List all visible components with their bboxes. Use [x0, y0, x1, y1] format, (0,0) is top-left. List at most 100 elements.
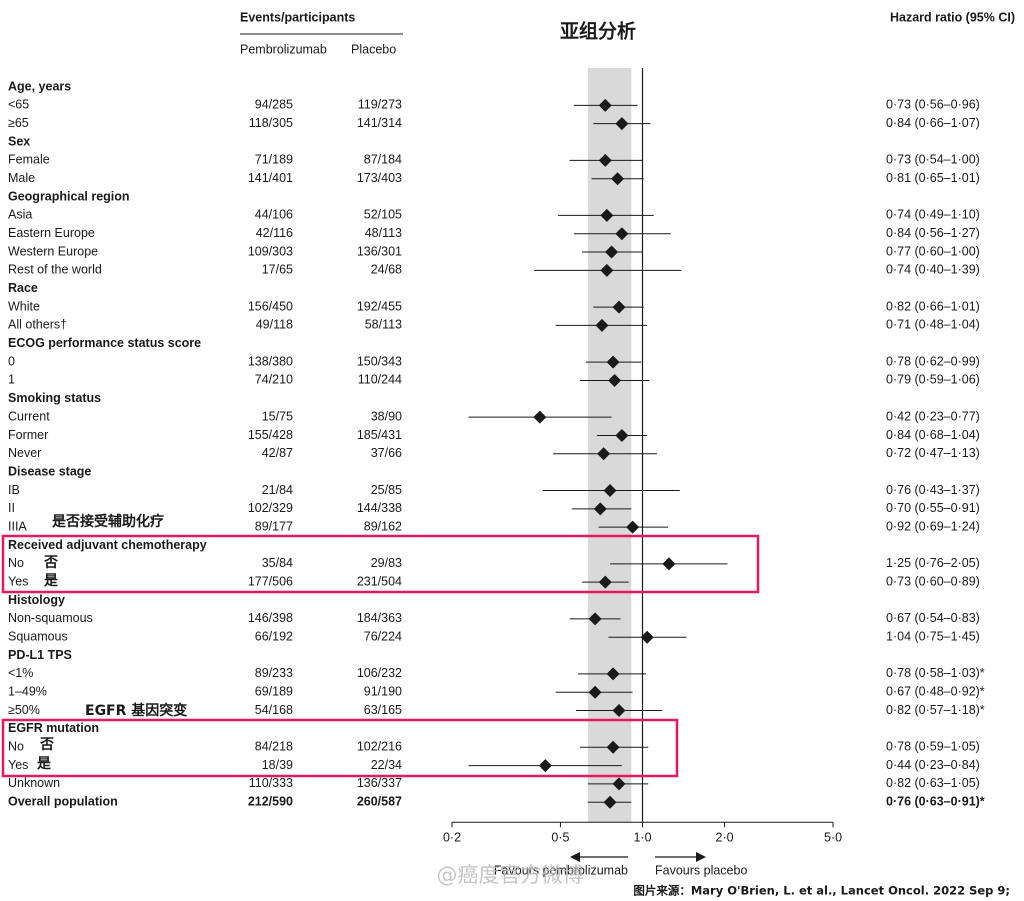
x-tick-label: 5·0 [824, 831, 842, 845]
highlight-box [1, 718, 679, 778]
row-label: Received adjuvant chemotherapy [8, 538, 207, 552]
hr-marker [615, 428, 629, 442]
placebo-events: 87/184 [364, 153, 402, 167]
hr-marker [640, 630, 654, 644]
placebo-events: 102/216 [357, 740, 402, 754]
row-label: 0 [8, 354, 15, 368]
annotation: EGFR 基因突变 [85, 702, 187, 719]
hr-marker [615, 227, 629, 241]
row-label: Race [8, 281, 38, 295]
hr-label: 0·72 (0·47–1·13) [886, 446, 980, 460]
placebo-events: 38/90 [371, 409, 402, 423]
annotation: 是否接受辅助化疗 [52, 513, 164, 530]
placebo-header: Placebo [351, 42, 396, 56]
pembro-events: 74/210 [255, 373, 293, 387]
pembro-events: 15/75 [262, 409, 293, 423]
hr-marker [600, 263, 614, 277]
hr-marker [612, 300, 626, 314]
placebo-events: 24/68 [371, 263, 402, 277]
hr-marker [615, 117, 629, 131]
placebo-events: 144/338 [357, 501, 402, 515]
row-label: <65 [8, 98, 29, 112]
row-label: Male [8, 171, 35, 185]
row-label: Smoking status [8, 391, 101, 405]
hr-label: 0·84 (0·66–1·07) [886, 116, 980, 130]
placebo-events: 119/273 [358, 98, 402, 112]
placebo-events: 192/455 [357, 299, 402, 313]
hr-marker [605, 245, 619, 259]
hr-marker [626, 520, 640, 534]
row-label: EGFR mutation [8, 721, 99, 735]
placebo-events: 37/66 [371, 446, 402, 460]
placebo-events: 63/165 [364, 703, 402, 717]
row-label: White [8, 299, 40, 313]
placebo-events: 150/343 [357, 354, 402, 368]
ci-band [587, 68, 632, 823]
pembro-events: 155/428 [248, 428, 293, 442]
hr-marker [538, 759, 552, 773]
hr-label: 0·44 (0·23–0·84) [886, 758, 980, 772]
hr-label: 0·73 (0·54–1·00) [886, 153, 980, 167]
row-label: Overall population [8, 795, 118, 809]
pembro-events: 118/305 [249, 116, 293, 130]
row-label: IB [8, 483, 20, 497]
row-label: Female [8, 153, 50, 167]
pembro-events: 54/168 [255, 703, 293, 717]
hr-label: 0·84 (0·68–1·04) [886, 428, 980, 442]
row-label: Histology [8, 593, 65, 607]
hr-marker [603, 483, 617, 497]
row-label: Current [8, 409, 50, 423]
row-label: Never [8, 446, 41, 460]
placebo-events: 58/113 [365, 318, 402, 332]
placebo-events: 185/431 [357, 428, 402, 442]
placebo-events: 89/162 [364, 519, 402, 533]
pembro-events: 146/398 [248, 611, 293, 625]
pembro-events: 35/84 [262, 556, 293, 570]
hr-label: 0·76 (0·43–1·37) [886, 483, 980, 497]
pembro-events: 177/506 [248, 574, 293, 588]
row-label: ≥50% [8, 703, 40, 717]
hr-label: 0·77 (0·60–1·00) [886, 244, 980, 258]
favours-right: Favours placebo [655, 863, 747, 877]
row-label: II [8, 501, 15, 515]
pembro-events: 42/116 [256, 226, 293, 240]
hr-marker [598, 98, 612, 112]
x-tick-label: 1·0 [633, 831, 651, 845]
hr-label: 0·78 (0·62–0·99) [886, 354, 980, 368]
chart-title: 亚组分析 [560, 20, 636, 43]
hr-label: 0·78 (0·58–1·03)* [886, 666, 985, 680]
pembro-events: 110/333 [249, 776, 293, 790]
hr-marker [533, 410, 547, 424]
hr-marker [600, 208, 614, 222]
hr-label: 0·81 (0·65–1·01) [886, 171, 980, 185]
hr-label: 0·92 (0·69–1·24) [886, 519, 980, 533]
hr-header: Hazard ratio (95% CI) [890, 10, 1015, 24]
annotation: 否 [39, 737, 54, 753]
pembro-events: 102/329 [248, 501, 293, 515]
hr-marker [588, 612, 602, 626]
pembro-events: 18/39 [262, 758, 293, 772]
hr-marker [612, 777, 626, 791]
x-tick-label: 0·5 [551, 831, 569, 845]
row-label: No [8, 556, 24, 570]
row-label: Squamous [8, 629, 68, 643]
hr-label: 0·71 (0·48–1·04) [886, 318, 980, 332]
hr-marker [611, 172, 625, 186]
row-label: Disease stage [8, 464, 91, 478]
row-label: 1–49% [8, 685, 47, 699]
placebo-events: 106/232 [357, 666, 402, 680]
pembro-events: 212/590 [248, 795, 293, 809]
highlight-box [1, 534, 760, 594]
row-label: Yes [8, 574, 28, 588]
hr-label: 0·73 (0·60–0·89) [886, 574, 980, 588]
hr-marker [662, 557, 676, 571]
row-label: ECOG performance status score [8, 336, 201, 350]
row-label: Former [8, 428, 48, 442]
row-label: ≥65 [8, 116, 29, 130]
x-tick-label: 0·2 [443, 831, 461, 845]
hr-marker [606, 355, 620, 369]
pembro-events: 94/285 [255, 98, 293, 112]
favours-left: Favours pembrolizumab [494, 863, 628, 877]
pembro-header: Pembrolizumab [240, 42, 327, 56]
